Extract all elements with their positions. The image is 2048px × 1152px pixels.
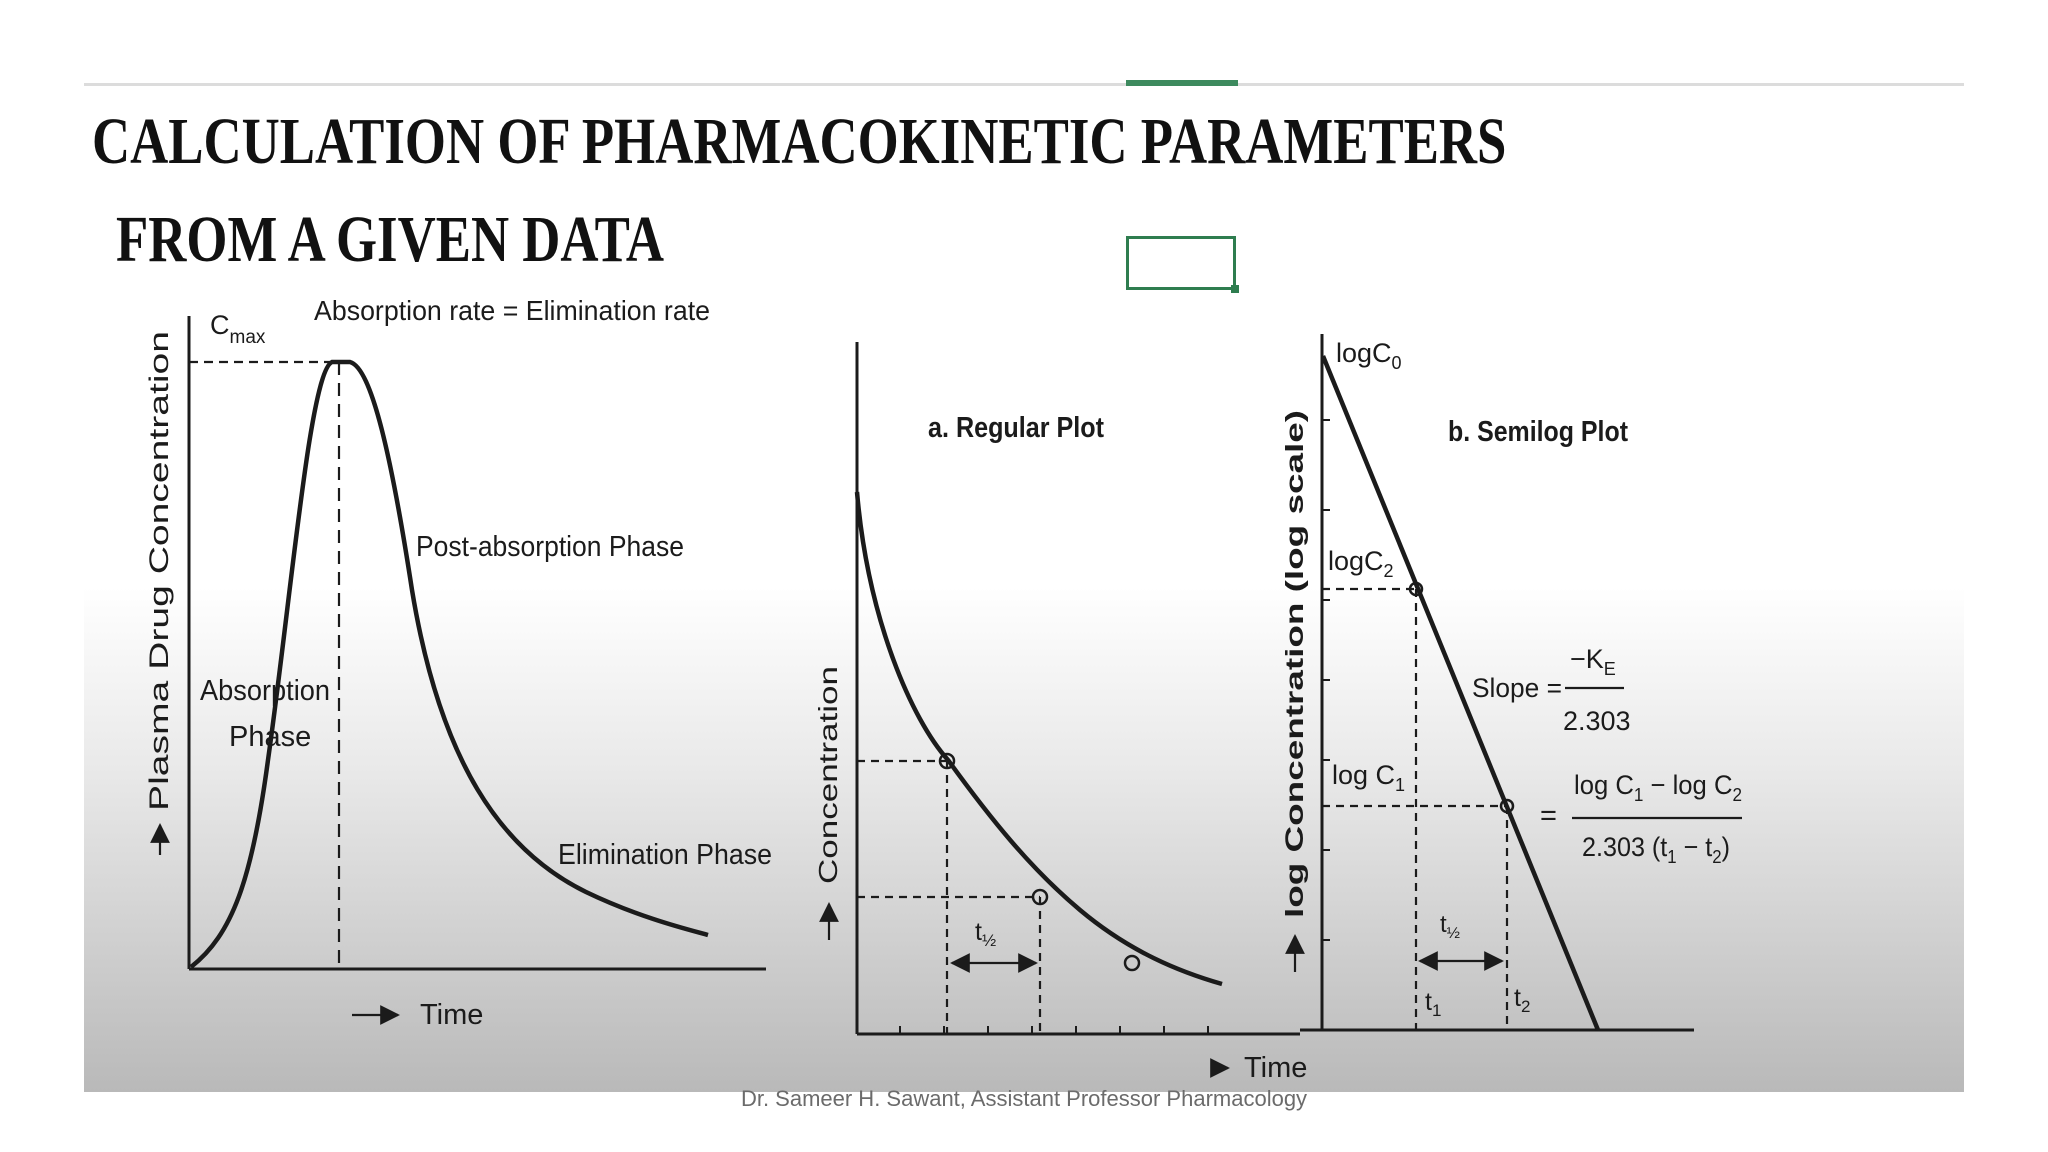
fill-handle[interactable] [1231, 285, 1239, 293]
fig3-data-point [1499, 798, 1515, 814]
selected-cell-box[interactable] [1126, 236, 1236, 290]
figure-regular-plot: t½ a. Regular Plot Concentration [813, 342, 1300, 1036]
figure-plasma-concentration-time: Cmax Absorption rate = Elimination rate … [144, 295, 772, 1031]
fig2-data-point [938, 752, 956, 770]
footer-credit: Dr. Sameer H. Sawant, Assistant Professo… [740, 1086, 1308, 1111]
svg-text:−KE: −KE [1570, 644, 1616, 679]
fig1-concentration-curve [189, 359, 709, 969]
fig2-y-axis-label: Concentration [813, 666, 843, 940]
fig3-y-axis-label: log Concentration (log scale) [1281, 410, 1309, 972]
fig1-y-axis-label: Plasma Drug Concentration [144, 331, 174, 855]
slide-title-line1: CALCULATION OF PHARMACOKINETIC PARAMETER… [92, 105, 1507, 178]
svg-text:log Concentration (log scale): log Concentration (log scale) [1281, 410, 1309, 918]
fig3-title: b. Semilog Plot [1448, 416, 1628, 448]
fig3-data-point [1408, 581, 1424, 597]
fig2-half-life-label: t½ [975, 918, 996, 950]
fig1-absorption-phase-line1: Absorption [200, 675, 330, 707]
slide-title-line2: FROM A GIVEN DATA [116, 203, 665, 276]
selection-marker [1126, 80, 1238, 86]
fig2-data-point [1123, 954, 1141, 972]
fig3-slope-equation: Slope = −KE 2.303 [1472, 644, 1631, 736]
svg-text:2.303: 2.303 [1563, 706, 1631, 736]
svg-text:Concentration: Concentration [813, 666, 843, 884]
fig3-logc0-label: logC0 [1336, 338, 1402, 373]
fig3-t1-label: t1 [1425, 988, 1441, 1020]
svg-text:Time: Time [1244, 1052, 1307, 1084]
slide-image-frame [84, 82, 1964, 1092]
fig3-logc1-label: log C1 [1332, 760, 1405, 795]
svg-text:Time: Time [420, 999, 483, 1031]
fig1-absorption-phase-line2: Phase [229, 721, 311, 753]
fig3-log-linear-line [1320, 355, 1601, 1031]
fig1-elimination-label: Elimination Phase [558, 839, 772, 871]
figure-semilog-plot: t½ t1 t2 logC0 logC2 log C1 b. Semilog P… [1210, 334, 1742, 1084]
top-rule [84, 83, 1964, 86]
fig2-decay-curve [854, 491, 1223, 987]
fig1-post-absorption-label: Post-absorption Phase [416, 531, 684, 563]
fig2-data-point [1031, 888, 1049, 906]
svg-text:2.303 (t1 − t2): 2.303 (t1 − t2) [1582, 832, 1730, 867]
fig3-half-life-label: t½ [1440, 911, 1460, 942]
fig1-cmax-label: Cmax [210, 310, 266, 348]
fig3-y-ticks [1322, 419, 1330, 941]
svg-text:=: = [1540, 800, 1557, 832]
fig2-dashed-guides [857, 759, 1042, 1034]
fig3-dashed-guides [1322, 587, 1509, 1030]
fig1-x-axis-label: Time [352, 999, 483, 1031]
svg-text:Plasma Drug Concentration: Plasma Drug Concentration [144, 331, 174, 811]
svg-text:log C1 − log C2: log C1 − log C2 [1574, 770, 1742, 805]
fig3-x-axis-label: Time [1210, 1052, 1307, 1084]
fig1-peak-label: Absorption rate = Elimination rate [314, 295, 710, 326]
fig3-logc2-label: logC2 [1328, 546, 1394, 581]
svg-text:Slope =: Slope = [1472, 673, 1562, 703]
fig3-two-point-equation: = log C1 − log C2 2.303 (t1 − t2) [1540, 770, 1742, 867]
fig2-title: a. Regular Plot [928, 412, 1104, 444]
fig2-x-ticks [899, 1026, 1209, 1034]
fig3-t2-label: t2 [1514, 984, 1530, 1016]
